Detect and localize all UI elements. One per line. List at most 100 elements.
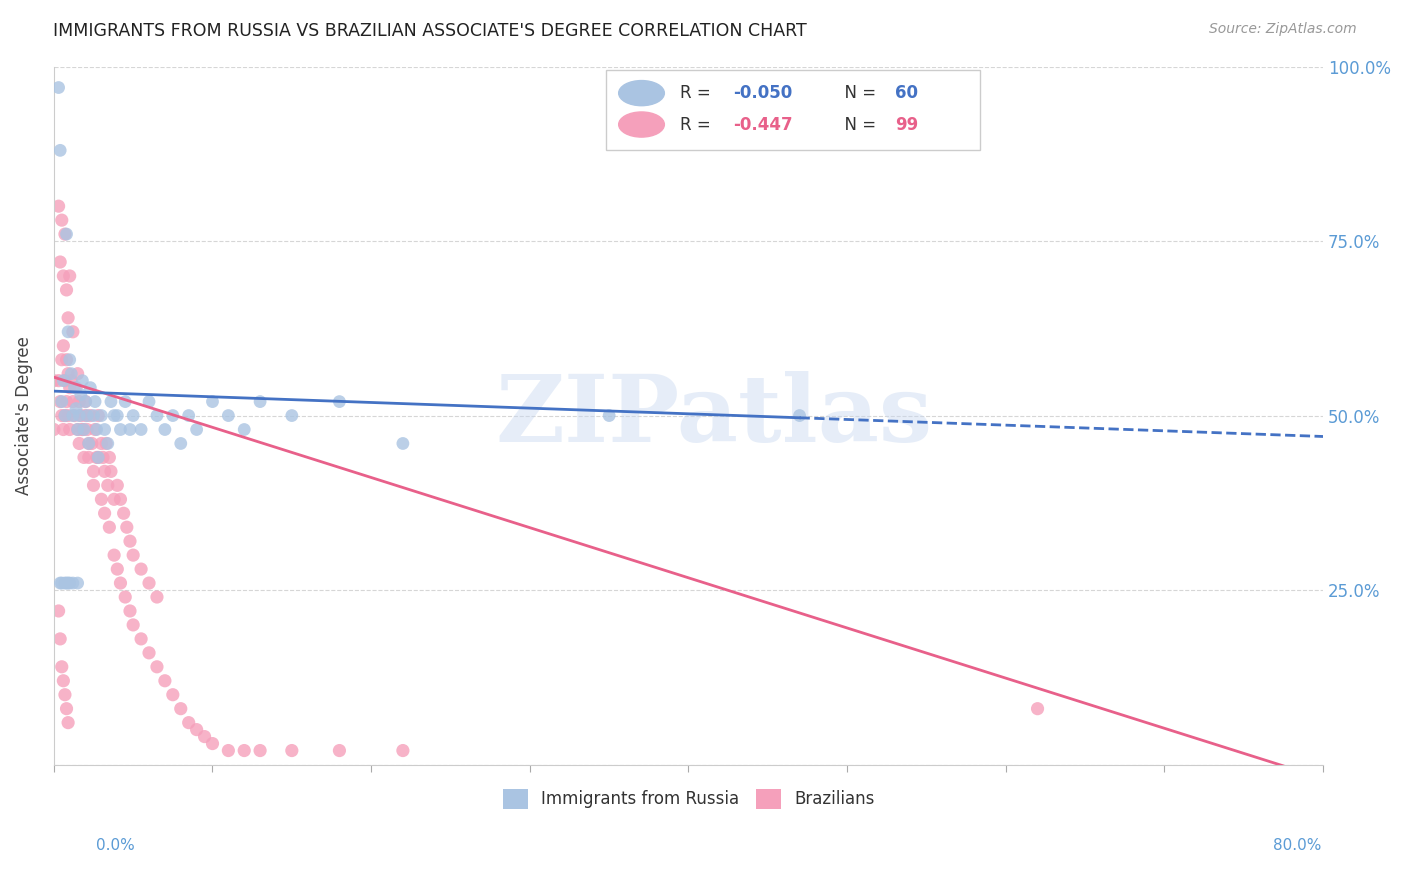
Text: N =: N =	[834, 116, 882, 134]
Point	[48, 374, 70, 388]
Point	[118, 604, 141, 618]
Point	[91, 450, 114, 465]
Point	[79, 409, 101, 423]
Point	[146, 660, 169, 674]
Text: -0.447: -0.447	[733, 116, 793, 134]
Y-axis label: Associate's Degree: Associate's Degree	[15, 336, 32, 495]
Point	[62, 409, 84, 423]
Point	[217, 409, 239, 423]
Point	[77, 436, 100, 450]
Point	[53, 409, 76, 423]
Point	[98, 450, 121, 465]
Point	[42, 374, 65, 388]
Point	[79, 381, 101, 395]
Point	[77, 450, 100, 465]
Point	[217, 743, 239, 757]
Point	[53, 688, 76, 702]
Point	[51, 394, 73, 409]
Point	[105, 562, 128, 576]
Point	[53, 409, 76, 423]
Point	[86, 423, 108, 437]
Point	[49, 576, 72, 591]
Point	[105, 478, 128, 492]
Point	[129, 562, 152, 576]
Point	[110, 492, 132, 507]
Point	[96, 436, 118, 450]
Point	[87, 409, 110, 423]
Point	[84, 394, 107, 409]
Point	[55, 283, 77, 297]
Point	[67, 436, 90, 450]
Point	[129, 632, 152, 646]
Point	[392, 743, 415, 757]
Point	[66, 576, 89, 591]
Point	[52, 374, 75, 388]
Point	[75, 394, 97, 409]
Point	[162, 688, 184, 702]
Point	[100, 394, 122, 409]
Point	[77, 436, 100, 450]
Point	[56, 310, 79, 325]
Point	[114, 394, 136, 409]
Point	[153, 673, 176, 688]
Point	[138, 646, 160, 660]
Point	[177, 715, 200, 730]
Point	[83, 464, 105, 478]
Point	[598, 409, 620, 423]
Point	[53, 227, 76, 241]
Point	[93, 464, 115, 478]
Point	[98, 520, 121, 534]
Point	[1026, 701, 1049, 715]
Point	[84, 423, 107, 437]
Point	[67, 409, 90, 423]
Point	[170, 701, 193, 715]
Point	[49, 144, 72, 158]
Point	[90, 492, 112, 507]
Point	[115, 520, 138, 534]
Point	[193, 730, 215, 744]
Point	[75, 394, 97, 409]
Point	[97, 436, 120, 450]
Point	[63, 409, 86, 423]
Point	[201, 394, 224, 409]
Point	[76, 423, 98, 437]
Point	[87, 450, 110, 465]
Point	[51, 660, 73, 674]
Point	[66, 423, 89, 437]
Point	[201, 737, 224, 751]
Point	[72, 374, 94, 388]
Point	[105, 409, 128, 423]
Point	[51, 409, 73, 423]
Point	[86, 450, 108, 465]
Point	[56, 715, 79, 730]
Point	[52, 339, 75, 353]
Point	[55, 701, 77, 715]
Point	[281, 409, 304, 423]
Point	[281, 743, 304, 757]
Point	[56, 325, 79, 339]
Point	[49, 394, 72, 409]
Point	[75, 409, 97, 423]
Point	[56, 367, 79, 381]
Text: Source: ZipAtlas.com: Source: ZipAtlas.com	[1209, 22, 1357, 37]
Point	[392, 436, 415, 450]
Point	[97, 478, 120, 492]
Point	[59, 576, 82, 591]
Point	[73, 423, 96, 437]
Point	[52, 268, 75, 283]
Point	[51, 352, 73, 367]
FancyBboxPatch shape	[606, 70, 980, 151]
Point	[328, 394, 350, 409]
Point	[66, 423, 89, 437]
Point	[48, 80, 70, 95]
Point	[80, 436, 103, 450]
Point	[118, 534, 141, 549]
Point	[90, 409, 112, 423]
Point	[110, 576, 132, 591]
Legend: Immigrants from Russia, Brazilians: Immigrants from Russia, Brazilians	[496, 781, 882, 815]
Point	[233, 743, 256, 757]
Point	[110, 423, 132, 437]
Text: 0.0%: 0.0%	[96, 838, 135, 853]
Text: 60: 60	[896, 84, 918, 102]
Point	[49, 632, 72, 646]
